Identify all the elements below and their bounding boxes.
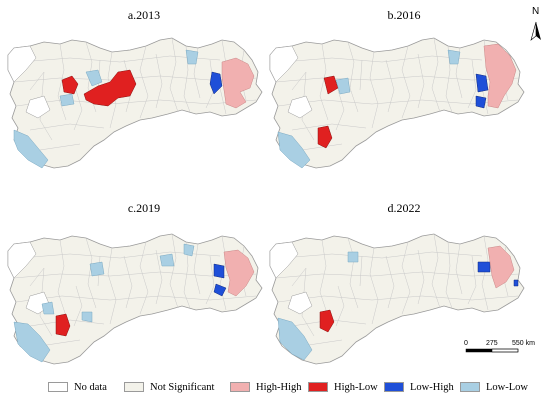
scale-label-550: 550 km (512, 340, 535, 347)
high-low-region (61, 75, 79, 95)
low-low-region (81, 311, 93, 323)
low-low-region (277, 131, 311, 169)
low-high-region (213, 263, 225, 279)
high-low-region (317, 125, 333, 149)
low-low-region (13, 321, 51, 363)
legend-swatch (124, 382, 144, 392)
panel-title-a: a.2013 (127, 8, 161, 22)
panel-title-b: b.2016 (387, 8, 421, 22)
legend-label: Low-Low (486, 381, 528, 393)
legend-swatch (230, 382, 250, 392)
low-low-region (85, 69, 103, 87)
legend: No data Not Significant High-High High-L… (18, 380, 538, 396)
scale-bar (465, 348, 519, 353)
low-low-region (59, 93, 75, 107)
low-high-region (209, 71, 223, 95)
high-high-region (223, 249, 255, 297)
legend-swatch (384, 382, 404, 392)
low-low-region (13, 129, 49, 169)
map-panel-a (8, 38, 262, 168)
legend-swatch (460, 382, 480, 392)
map-panel-c (8, 234, 262, 364)
low-low-region (347, 251, 359, 263)
low-low-region (335, 77, 351, 95)
high-high-region (221, 57, 255, 109)
high-high-region (487, 245, 515, 289)
legend-label: Low-High (410, 381, 454, 393)
legend-swatch (308, 382, 328, 392)
high-low-region (323, 75, 339, 95)
low-high-region (475, 95, 487, 109)
north-label: N (532, 6, 540, 17)
low-high-region (213, 283, 227, 297)
high-low-region (83, 69, 137, 107)
legend-item-low-low: Low-Low (460, 380, 528, 394)
legend-item-low-high: Low-High (384, 380, 454, 394)
high-low-region (55, 313, 71, 337)
panel-title-c: c.2019 (127, 201, 161, 215)
low-high-region (477, 261, 491, 273)
legend-label: High-Low (334, 381, 378, 393)
high-low-region (319, 309, 335, 333)
low-low-region (185, 49, 199, 65)
legend-item-high-low: High-Low (308, 380, 378, 394)
legend-swatch (48, 382, 68, 392)
scale-label-0: 0 (464, 340, 468, 347)
map-panel-d (270, 234, 524, 364)
low-low-region (183, 243, 195, 257)
low-low-region (159, 253, 175, 267)
legend-label: Not Significant (150, 381, 215, 393)
panel-title-d: d.2022 (387, 201, 421, 215)
scale-label-275: 275 (486, 340, 498, 347)
low-low-region (89, 261, 105, 277)
legend-item-no-data: No data (48, 380, 107, 394)
map-panel-b (270, 38, 524, 168)
low-high-region (475, 73, 489, 93)
low-high-region (513, 279, 519, 287)
legend-label: No data (74, 381, 107, 393)
north-arrow-icon (530, 21, 541, 41)
low-low-region (447, 49, 461, 65)
low-low-region (41, 301, 55, 315)
legend-item-high-high: High-High (230, 380, 302, 394)
low-low-region (277, 317, 313, 361)
high-high-region (483, 43, 517, 109)
legend-item-not-significant: Not Significant (124, 380, 214, 394)
legend-label: High-High (256, 381, 302, 393)
